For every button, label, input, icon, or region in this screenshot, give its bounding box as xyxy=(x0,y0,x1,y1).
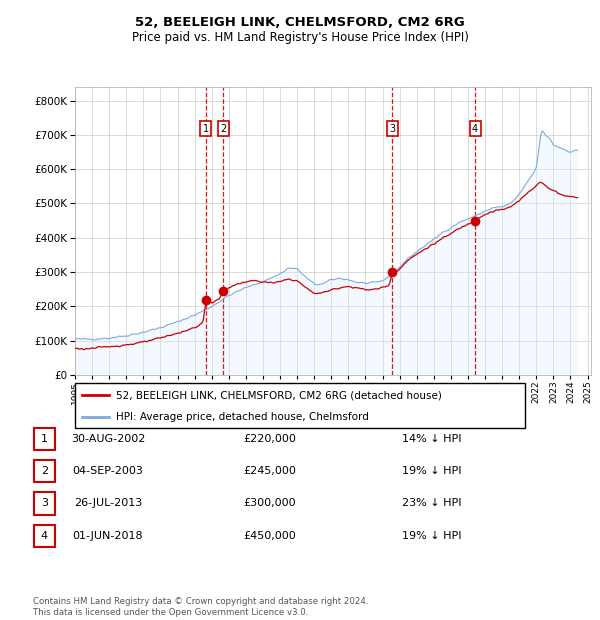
Text: £450,000: £450,000 xyxy=(244,531,296,541)
Text: 1: 1 xyxy=(41,434,48,444)
Text: 2: 2 xyxy=(41,466,48,476)
Text: 4: 4 xyxy=(472,123,478,133)
Text: 3: 3 xyxy=(389,123,395,133)
FancyBboxPatch shape xyxy=(34,525,55,547)
Text: 19% ↓ HPI: 19% ↓ HPI xyxy=(402,466,462,476)
Text: 30-AUG-2002: 30-AUG-2002 xyxy=(71,434,145,444)
Text: 04-SEP-2003: 04-SEP-2003 xyxy=(73,466,143,476)
Text: 01-JUN-2018: 01-JUN-2018 xyxy=(73,531,143,541)
Text: 52, BEELEIGH LINK, CHELMSFORD, CM2 6RG: 52, BEELEIGH LINK, CHELMSFORD, CM2 6RG xyxy=(135,16,465,29)
Text: 14% ↓ HPI: 14% ↓ HPI xyxy=(402,434,462,444)
Text: HPI: Average price, detached house, Chelmsford: HPI: Average price, detached house, Chel… xyxy=(115,412,368,422)
Text: 1: 1 xyxy=(203,123,209,133)
Text: 23% ↓ HPI: 23% ↓ HPI xyxy=(402,498,462,508)
Text: £220,000: £220,000 xyxy=(244,434,296,444)
FancyBboxPatch shape xyxy=(34,492,55,515)
FancyBboxPatch shape xyxy=(75,383,525,428)
Text: £245,000: £245,000 xyxy=(244,466,296,476)
Text: 2: 2 xyxy=(220,123,226,133)
Text: 26-JUL-2013: 26-JUL-2013 xyxy=(74,498,142,508)
Text: 52, BEELEIGH LINK, CHELMSFORD, CM2 6RG (detached house): 52, BEELEIGH LINK, CHELMSFORD, CM2 6RG (… xyxy=(115,390,442,401)
Text: Price paid vs. HM Land Registry's House Price Index (HPI): Price paid vs. HM Land Registry's House … xyxy=(131,31,469,44)
Text: £300,000: £300,000 xyxy=(244,498,296,508)
Text: 4: 4 xyxy=(41,531,48,541)
FancyBboxPatch shape xyxy=(34,460,55,482)
Text: Contains HM Land Registry data © Crown copyright and database right 2024.
This d: Contains HM Land Registry data © Crown c… xyxy=(33,598,368,617)
FancyBboxPatch shape xyxy=(34,428,55,450)
Text: 19% ↓ HPI: 19% ↓ HPI xyxy=(402,531,462,541)
Text: 3: 3 xyxy=(41,498,48,508)
